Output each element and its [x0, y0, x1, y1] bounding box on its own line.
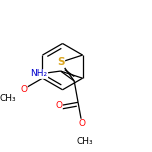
Text: O: O	[20, 85, 27, 94]
Text: CH₃: CH₃	[77, 137, 93, 146]
Text: S: S	[57, 57, 64, 67]
Text: NH₂: NH₂	[31, 69, 48, 78]
Text: O: O	[55, 101, 62, 110]
Text: O: O	[78, 119, 85, 128]
Text: CH₃: CH₃	[0, 94, 16, 103]
